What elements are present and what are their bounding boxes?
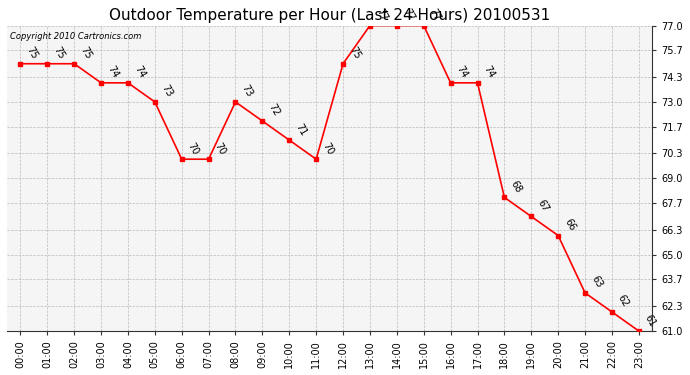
Text: 77: 77 <box>428 7 443 23</box>
Text: 71: 71 <box>293 122 308 137</box>
Text: 66: 66 <box>562 217 577 233</box>
Text: 62: 62 <box>616 294 631 309</box>
Text: 75: 75 <box>79 45 93 61</box>
Text: Copyright 2010 Cartronics.com: Copyright 2010 Cartronics.com <box>10 32 141 40</box>
Text: 61: 61 <box>643 313 658 328</box>
Text: 73: 73 <box>239 83 255 99</box>
Text: 75: 75 <box>347 45 362 61</box>
Text: 70: 70 <box>186 141 201 156</box>
Title: Outdoor Temperature per Hour (Last 24 Hours) 20100531: Outdoor Temperature per Hour (Last 24 Ho… <box>109 8 550 23</box>
Text: 67: 67 <box>535 198 551 214</box>
Text: 74: 74 <box>455 64 470 80</box>
Text: 74: 74 <box>132 64 147 80</box>
Text: 74: 74 <box>482 64 497 80</box>
Text: 77: 77 <box>401 7 416 23</box>
Text: 75: 75 <box>25 45 39 61</box>
Text: 75: 75 <box>52 45 66 61</box>
Text: 70: 70 <box>320 141 335 156</box>
Text: 72: 72 <box>266 102 282 118</box>
Text: 68: 68 <box>509 179 523 195</box>
Text: 73: 73 <box>159 83 174 99</box>
Text: 74: 74 <box>105 64 120 80</box>
Text: 77: 77 <box>374 7 389 23</box>
Text: 70: 70 <box>213 141 228 156</box>
Text: 63: 63 <box>589 274 604 290</box>
